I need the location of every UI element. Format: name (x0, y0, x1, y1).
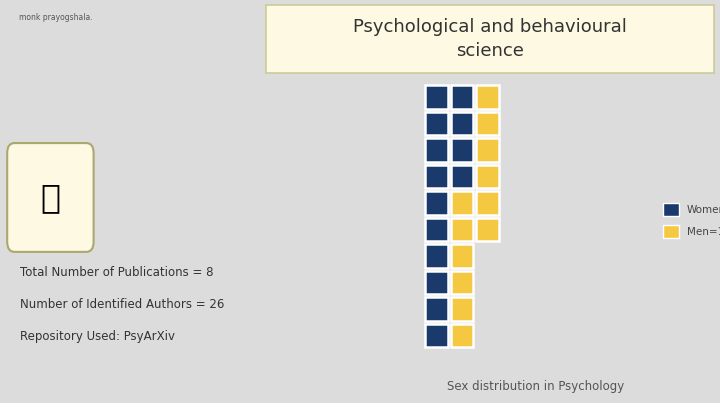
FancyBboxPatch shape (7, 143, 94, 252)
FancyBboxPatch shape (476, 218, 499, 241)
FancyBboxPatch shape (476, 165, 499, 188)
FancyBboxPatch shape (476, 85, 499, 109)
FancyBboxPatch shape (425, 218, 448, 241)
FancyBboxPatch shape (425, 324, 448, 347)
FancyBboxPatch shape (425, 271, 448, 295)
FancyBboxPatch shape (476, 191, 499, 215)
FancyBboxPatch shape (425, 297, 448, 321)
FancyBboxPatch shape (451, 297, 473, 321)
Text: 🧠: 🧠 (40, 181, 60, 214)
Text: monk prayogshala.: monk prayogshala. (19, 13, 92, 22)
FancyBboxPatch shape (451, 138, 473, 162)
Text: Number of Identified Authors = 26: Number of Identified Authors = 26 (20, 298, 225, 311)
Text: Total Number of Publications = 8: Total Number of Publications = 8 (20, 266, 214, 278)
FancyBboxPatch shape (425, 138, 448, 162)
FancyBboxPatch shape (451, 85, 473, 109)
FancyBboxPatch shape (425, 112, 448, 135)
FancyBboxPatch shape (451, 191, 473, 215)
Text: Repository Used: PsyArXiv: Repository Used: PsyArXiv (20, 330, 175, 343)
FancyBboxPatch shape (425, 165, 448, 188)
FancyBboxPatch shape (425, 191, 448, 215)
FancyBboxPatch shape (451, 244, 473, 268)
Text: Psychological and behavioural
science: Psychological and behavioural science (354, 18, 627, 60)
FancyBboxPatch shape (476, 112, 499, 135)
FancyBboxPatch shape (476, 138, 499, 162)
FancyBboxPatch shape (425, 85, 448, 109)
FancyBboxPatch shape (451, 324, 473, 347)
FancyBboxPatch shape (451, 271, 473, 295)
FancyBboxPatch shape (425, 244, 448, 268)
FancyBboxPatch shape (451, 112, 473, 135)
Text: Sex distribution in Psychology: Sex distribution in Psychology (447, 380, 624, 393)
Legend: Women=14, Men=12: Women=14, Men=12 (663, 203, 720, 238)
FancyBboxPatch shape (451, 218, 473, 241)
FancyBboxPatch shape (451, 165, 473, 188)
